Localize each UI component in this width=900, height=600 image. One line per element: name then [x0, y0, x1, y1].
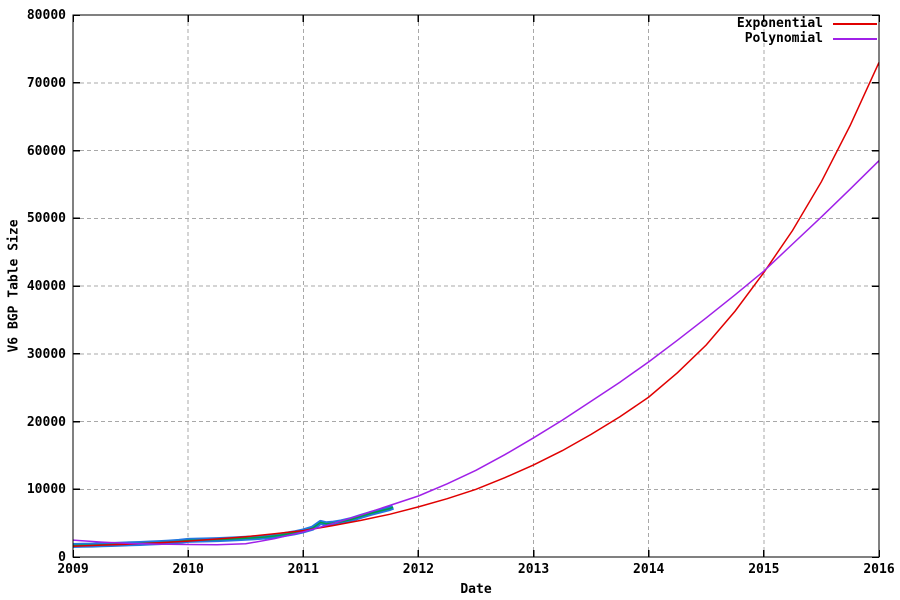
y-tick-label: 20000	[26, 414, 66, 430]
y-tick-label: 10000	[26, 482, 66, 498]
x-tick-label: 2013	[517, 562, 550, 577]
x-tick-label: 2014	[633, 562, 665, 577]
measured-data-points	[72, 504, 395, 548]
x-tick-label: 2016	[863, 562, 895, 577]
gridlines	[73, 15, 879, 557]
legend-label-exponential: Exponential	[736, 16, 823, 31]
polynomial-fit-curve	[72, 160, 880, 546]
x-tick-label: 2009	[57, 562, 89, 577]
legend-line-polynomial-icon	[833, 37, 877, 40]
legend-label-polynomial: Polynomial	[744, 31, 823, 46]
legend-line-exponential-icon	[833, 22, 877, 25]
x-tick-label: 2012	[402, 562, 435, 577]
y-tick-label: 0	[58, 550, 66, 565]
y-tick-label: 30000	[26, 346, 66, 362]
data-curves	[72, 62, 880, 548]
legend-row-polynomial: Polynomial	[737, 31, 877, 46]
y-tick-label: 40000	[26, 279, 66, 294]
plot-border-and-ticks	[72, 14, 880, 558]
exponential-fit-curve	[72, 62, 880, 547]
y-axis-title: V6 BGP Table Size	[6, 219, 22, 353]
y-tick-label: 70000	[26, 75, 66, 91]
legend-row-exponential: Exponential	[737, 16, 877, 31]
x-axis-title: Date	[460, 582, 492, 597]
x-tick-label: 2010	[172, 562, 204, 577]
x-tick-label: 2011	[287, 562, 319, 577]
y-tick-label: 50000	[26, 211, 66, 227]
legend: Exponential Polynomial	[737, 16, 877, 46]
x-tick-label: 2015	[748, 562, 780, 577]
y-tick-label: 80000	[26, 8, 66, 23]
y-tick-label: 60000	[26, 143, 66, 159]
